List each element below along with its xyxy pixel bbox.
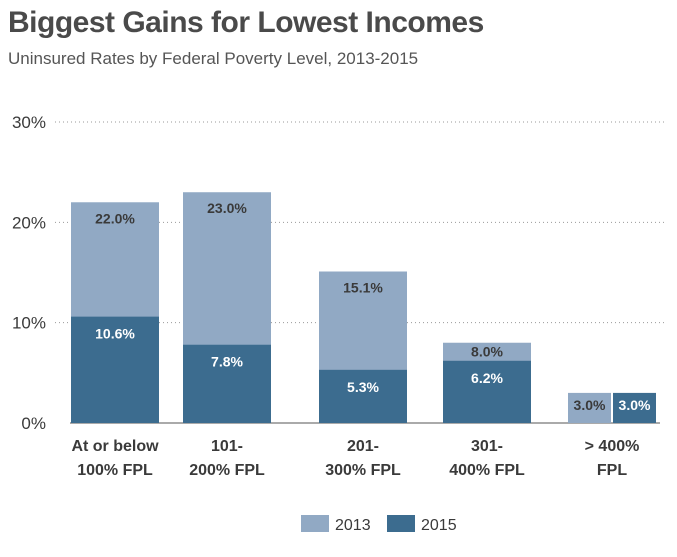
legend: 2013 2015 <box>301 515 457 534</box>
legend-label-2013: 2013 <box>335 517 371 534</box>
bar-2015 <box>71 316 159 423</box>
bar-2015 <box>183 344 271 423</box>
x-axis: At or below 100% FPL 101- 200% FPL 201- 300% … <box>71 438 639 479</box>
x-tick-label: 100% FPL <box>77 462 153 479</box>
data-label-2015: 5.3% <box>347 379 379 395</box>
x-tick-label: 101- <box>211 438 243 455</box>
x-tick-label: At or below <box>71 438 159 455</box>
data-label-2013: 8.0% <box>471 344 503 360</box>
x-tick-label: 300% FPL <box>325 462 401 479</box>
legend-swatch-2015 <box>387 515 415 532</box>
legend-swatch-2013 <box>301 515 329 532</box>
data-label-2013: 3.0% <box>574 397 606 413</box>
data-label-2015: 7.8% <box>211 354 243 370</box>
x-tick-label: 200% FPL <box>189 462 265 479</box>
x-tick-label: 400% FPL <box>449 462 525 479</box>
data-label-2015: 10.6% <box>95 326 135 342</box>
legend-label-2015: 2015 <box>421 517 457 534</box>
x-tick-label: FPL <box>597 462 627 479</box>
data-label-2013: 22.0% <box>95 210 135 226</box>
x-tick-label: > 400% <box>585 438 640 455</box>
data-label-2013: 23.0% <box>207 200 247 216</box>
chart-subtitle: Uninsured Rates by Federal Poverty Level… <box>8 49 419 68</box>
bar-2015 <box>613 392 656 423</box>
bars: 22.0% 10.6% 23.0% 7.8% 15.1% 5.3% 8.0% 6.2% 3.0%… <box>71 192 656 423</box>
x-tick-label: 301- <box>471 438 503 455</box>
y-tick-label: 10% <box>12 314 46 333</box>
y-tick-label: 20% <box>12 213 46 232</box>
y-tick-label: 0% <box>21 414 46 433</box>
data-label-2015: 6.2% <box>471 370 503 386</box>
x-tick-label: 201- <box>347 438 379 455</box>
y-axis: 0% 10% 20% 30% <box>12 113 46 433</box>
bar-2013 <box>568 392 611 423</box>
bar-2015 <box>319 369 407 423</box>
y-tick-label: 30% <box>12 113 46 132</box>
bar-2015 <box>443 360 531 423</box>
chart-title: Biggest Gains for Lowest Incomes <box>8 6 484 39</box>
data-label-2013: 15.1% <box>343 279 383 295</box>
data-label-2015: 3.0% <box>619 397 651 413</box>
